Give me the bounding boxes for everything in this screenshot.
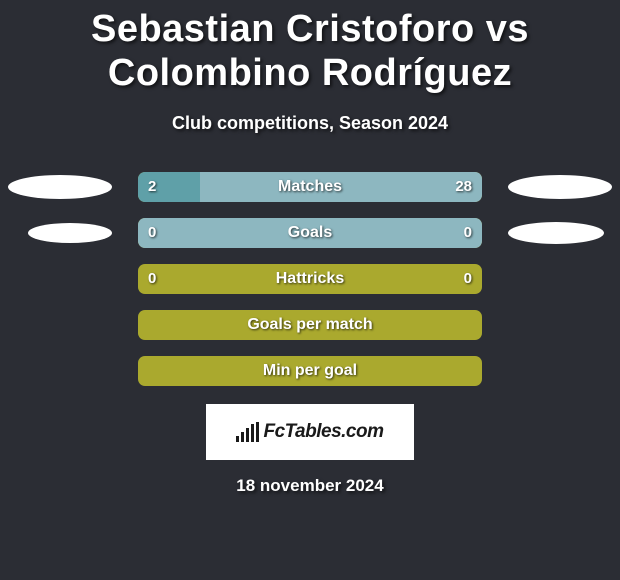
stat-bar: 228Matches	[138, 172, 482, 202]
fctables-logo: FcTables.com	[206, 404, 414, 460]
stat-label: Matches	[138, 172, 482, 202]
stat-label: Goals	[138, 218, 482, 248]
stat-label: Min per goal	[138, 356, 482, 386]
stat-row: 228Matches	[0, 172, 620, 202]
player-indicator-oval	[28, 223, 112, 243]
stat-bar: Min per goal	[138, 356, 482, 386]
stat-bar: 00Hattricks	[138, 264, 482, 294]
player-indicator-oval	[508, 175, 612, 199]
stat-bar: 00Goals	[138, 218, 482, 248]
player-indicator-oval	[8, 175, 112, 199]
stat-bar: Goals per match	[138, 310, 482, 340]
logo-bars-icon	[236, 422, 259, 442]
comparison-subtitle: Club competitions, Season 2024	[0, 113, 620, 134]
stat-row: Goals per match	[0, 310, 620, 340]
stats-container: 228Matches 00Goals 00Hattricks Goals per ma…	[0, 172, 620, 386]
player-indicator-oval	[508, 222, 604, 244]
stat-label: Goals per match	[138, 310, 482, 340]
comparison-date: 18 november 2024	[0, 476, 620, 496]
stat-row: 00Goals	[0, 218, 620, 248]
stat-row: 00Hattricks	[0, 264, 620, 294]
comparison-title: Sebastian Cristoforo vs Colombino Rodríg…	[0, 0, 620, 95]
logo-text: FcTables.com	[263, 421, 383, 443]
stat-label: Hattricks	[138, 264, 482, 294]
stat-row: Min per goal	[0, 356, 620, 386]
